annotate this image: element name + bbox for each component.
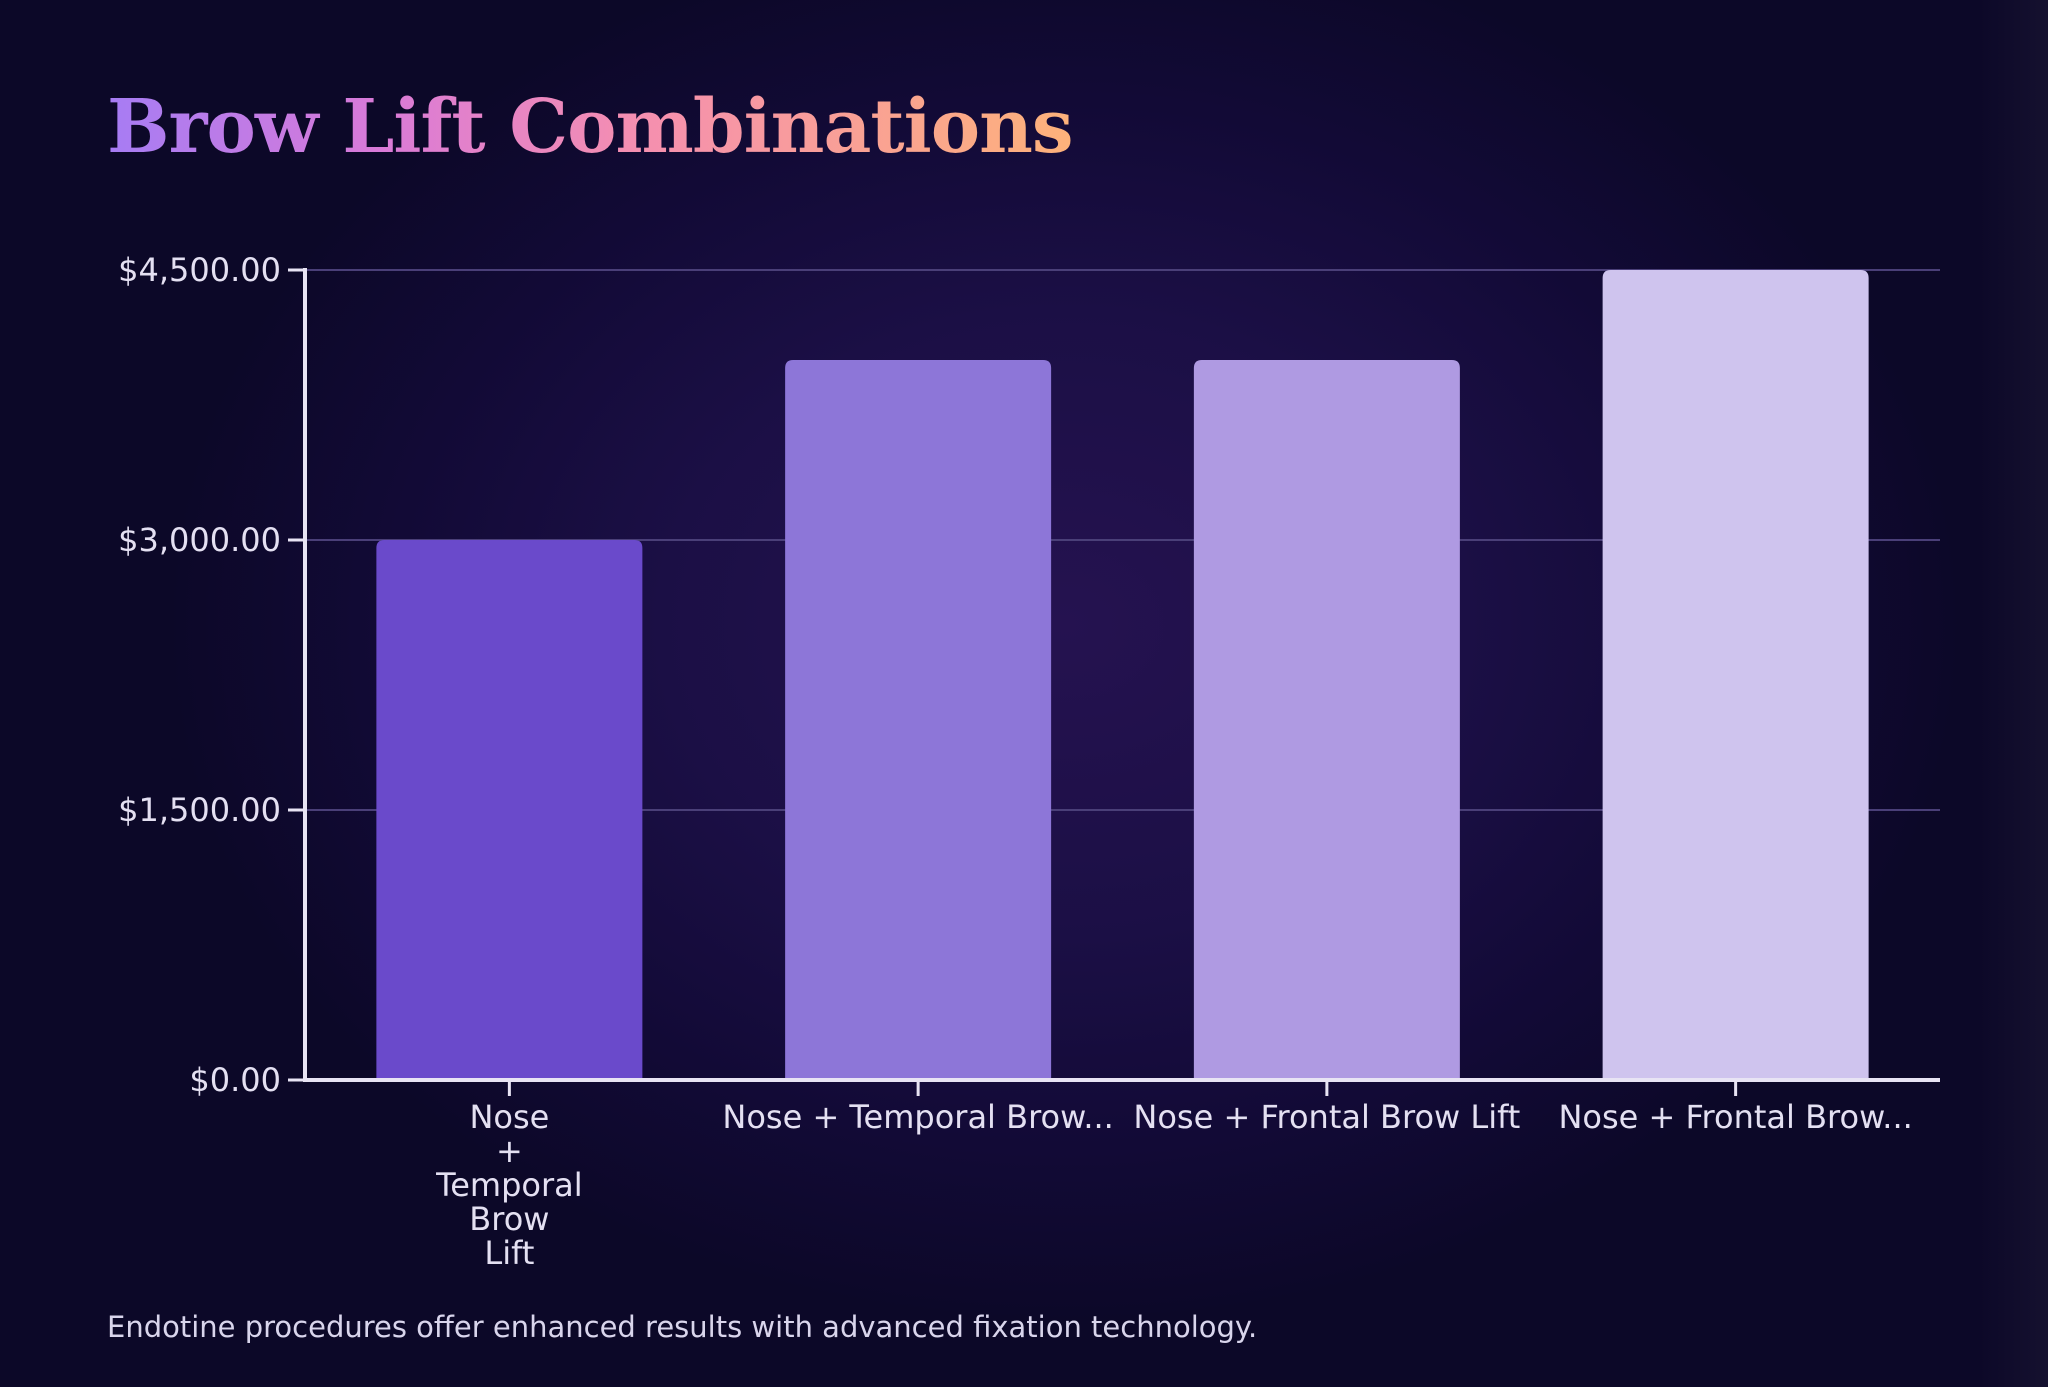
footnote: Endotine procedures offer enhanced resul…	[107, 1310, 1258, 1344]
x-tick-label: Nose + Temporal Brow Lift	[435, 1098, 583, 1272]
x-tick-label: Nose + Frontal Brow...	[1558, 1098, 1912, 1136]
x-axis-ticks: Nose + Temporal Brow Lift Nose + Temporal Bro…	[435, 1080, 1913, 1272]
x-tick-label: Nose + Temporal Brow...	[722, 1098, 1113, 1136]
y-tick-label: $1,500.00	[118, 791, 281, 829]
y-tick-label: $4,500.00	[118, 251, 281, 289]
bars	[376, 270, 1869, 1080]
y-tick-label: $0.00	[189, 1061, 281, 1099]
y-tick-label: $3,000.00	[118, 521, 281, 559]
axes	[303, 268, 1940, 1082]
y-axis-ticks: $0.00 $1,500.00 $3,000.00 $4,500.00	[118, 251, 305, 1099]
bar	[376, 540, 643, 1080]
chart-title: Brow Lift Combinations	[107, 84, 1074, 170]
bar	[1602, 270, 1869, 1080]
x-tick-label: Nose + Frontal Brow Lift	[1133, 1098, 1520, 1136]
bar	[785, 360, 1052, 1080]
right-edge-shade	[1978, 0, 2048, 1387]
bar	[1193, 360, 1460, 1080]
